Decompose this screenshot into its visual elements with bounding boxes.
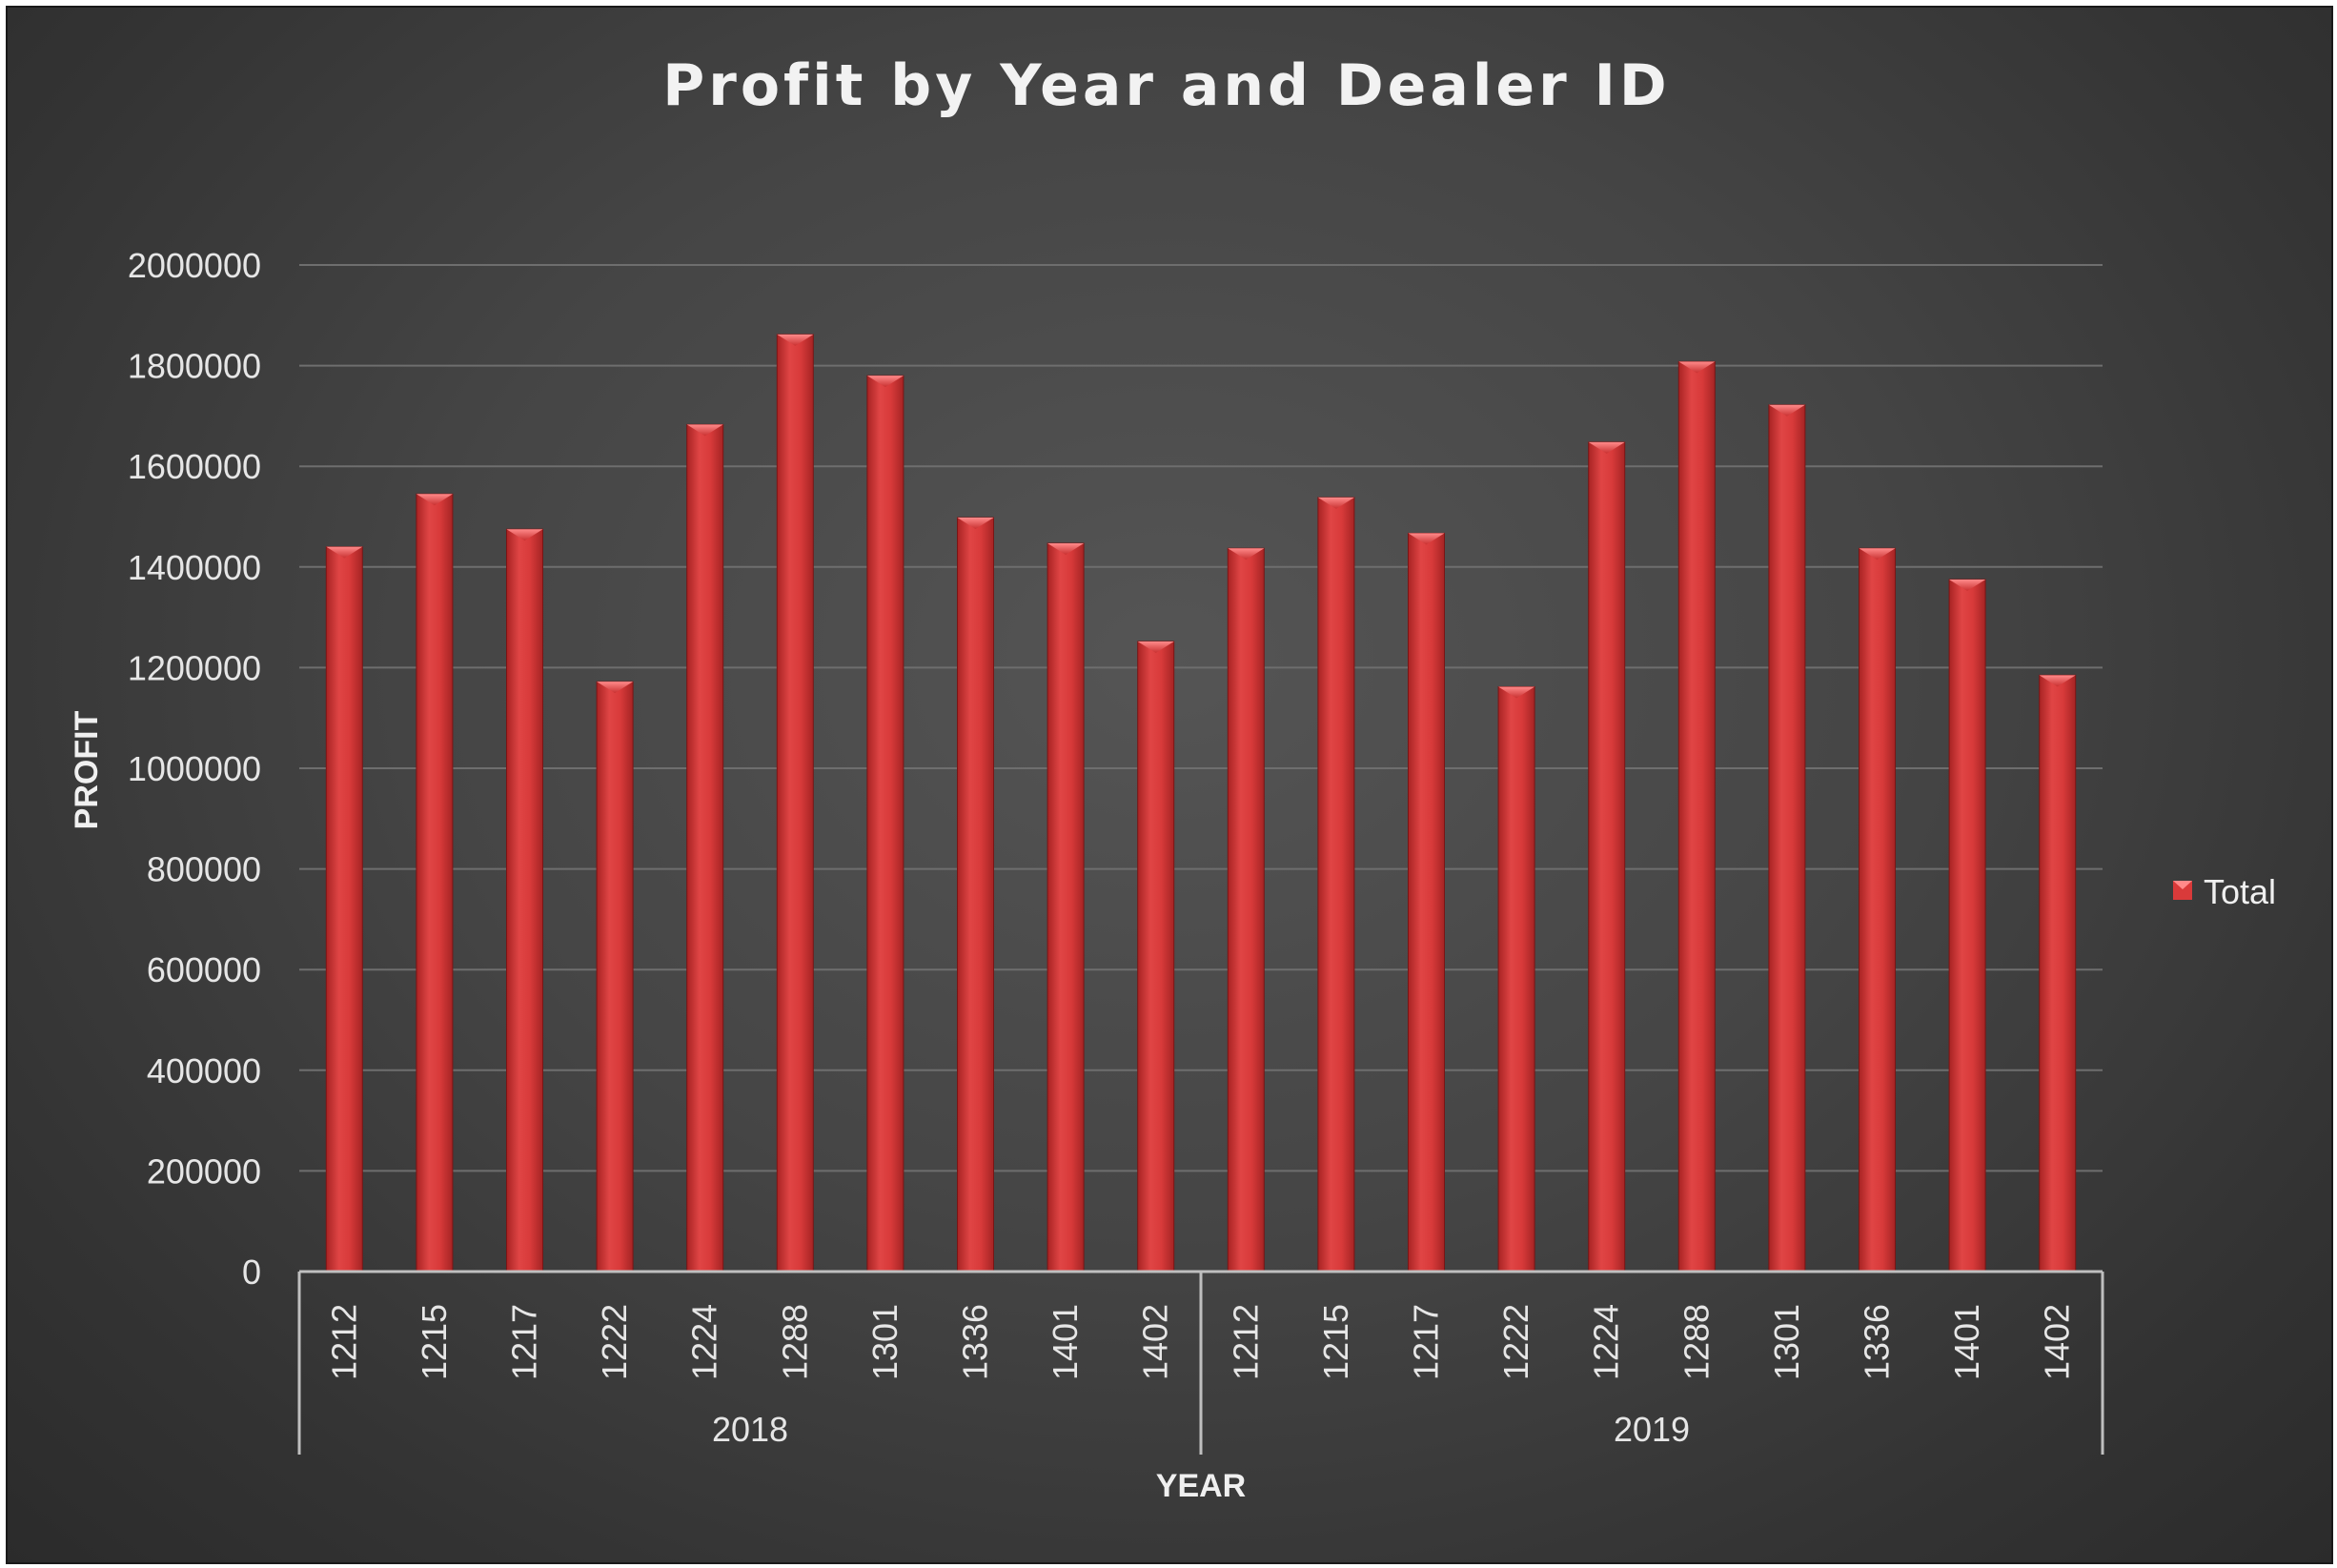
y-axis-title: PROFIT bbox=[69, 710, 105, 829]
x-category-label: 1336 bbox=[956, 1304, 995, 1380]
x-category-label: 1217 bbox=[1407, 1304, 1446, 1380]
x-category-label: 1336 bbox=[1858, 1304, 1897, 1380]
x-category-label: 1222 bbox=[595, 1304, 634, 1380]
bar bbox=[1497, 685, 1535, 1273]
bar bbox=[1677, 360, 1716, 1273]
y-tick-label: 1000000 bbox=[128, 749, 261, 788]
bar-cap bbox=[1859, 548, 1896, 560]
bar-cap bbox=[1047, 542, 1085, 555]
bar bbox=[1137, 641, 1175, 1273]
bar bbox=[416, 493, 454, 1273]
x-category-label: 1217 bbox=[505, 1304, 544, 1380]
x-category-label: 1224 bbox=[685, 1304, 724, 1380]
x-category-label: 1301 bbox=[865, 1304, 904, 1380]
x-category-label: 1215 bbox=[415, 1304, 454, 1380]
x-category-label: 1402 bbox=[1136, 1304, 1175, 1380]
chart-frame: Profit by Year and Dealer ID 0 200000 4000… bbox=[6, 6, 2333, 1564]
bar bbox=[957, 517, 994, 1273]
x-group-label: 2019 bbox=[1614, 1410, 1690, 1449]
x-category-label: 1222 bbox=[1496, 1304, 1535, 1380]
legend: Total bbox=[2173, 872, 2276, 911]
legend-swatch-total bbox=[2173, 881, 2192, 900]
chart-title: Profit by Year and Dealer ID bbox=[662, 52, 1670, 119]
bar bbox=[325, 546, 363, 1273]
bar bbox=[1948, 579, 1986, 1273]
legend-label-total: Total bbox=[2204, 872, 2276, 911]
bar bbox=[1768, 404, 1806, 1273]
bar bbox=[2039, 674, 2077, 1273]
y-axis-ticks: 0 200000 400000 600000 800000 1000000 1200000 1… bbox=[128, 246, 261, 1292]
bar bbox=[776, 334, 814, 1273]
bar-cap bbox=[1949, 580, 1986, 591]
x-category-label: 1402 bbox=[2038, 1304, 2077, 1380]
x-category-label: 1224 bbox=[1587, 1304, 1626, 1380]
x-category-label: 1301 bbox=[1767, 1304, 1806, 1380]
x-category-label: 1215 bbox=[1316, 1304, 1355, 1380]
bar-cap bbox=[686, 424, 723, 437]
bar-cap bbox=[1768, 404, 1805, 417]
bar bbox=[1047, 542, 1085, 1273]
x-category-label: 1401 bbox=[1046, 1304, 1085, 1380]
bar-cap bbox=[1678, 361, 1716, 374]
bar-cap bbox=[416, 494, 453, 506]
bar bbox=[1588, 441, 1626, 1273]
bar bbox=[866, 375, 904, 1273]
y-tick-label: 1800000 bbox=[128, 347, 261, 386]
chart-canvas: Profit by Year and Dealer ID 0 200000 4000… bbox=[69, 52, 2276, 1504]
bar-cap bbox=[1228, 548, 1265, 560]
bar bbox=[1408, 532, 1445, 1273]
y-tick-label: 1400000 bbox=[128, 548, 261, 587]
bar bbox=[596, 681, 634, 1273]
bar-cap bbox=[1317, 497, 1354, 509]
gridlines bbox=[299, 264, 2103, 1172]
bar bbox=[1227, 547, 1265, 1273]
bar bbox=[1317, 497, 1355, 1273]
bar-cap bbox=[1137, 641, 1174, 653]
bar bbox=[1859, 547, 1896, 1273]
y-tick-label: 400000 bbox=[147, 1051, 261, 1090]
x-category-label: 1212 bbox=[1226, 1304, 1265, 1380]
bar-cap bbox=[506, 529, 543, 541]
x-category-label: 1401 bbox=[1947, 1304, 1986, 1380]
x-axis: 1212 1215 1217 1222 1224 1288 1301 1336 1401 1402… bbox=[297, 1270, 2104, 1455]
bar-cap bbox=[777, 334, 814, 346]
y-tick-label: 0 bbox=[242, 1252, 261, 1292]
bar-cap bbox=[1498, 686, 1535, 699]
x-category-label: 1288 bbox=[775, 1304, 814, 1380]
y-tick-label: 2000000 bbox=[128, 246, 261, 285]
x-category-label: 1288 bbox=[1677, 1304, 1716, 1380]
bar bbox=[686, 423, 724, 1273]
legend-swatch-cap bbox=[2173, 881, 2192, 889]
x-group-label: 2018 bbox=[712, 1410, 788, 1449]
bar bbox=[506, 528, 543, 1273]
bar-series-total bbox=[325, 334, 2077, 1273]
bar-cap bbox=[597, 682, 634, 694]
y-tick-label: 600000 bbox=[147, 950, 261, 989]
bar-cap bbox=[866, 376, 904, 388]
bar-cap bbox=[1408, 533, 1445, 545]
bar-cap bbox=[326, 546, 363, 559]
y-tick-label: 200000 bbox=[147, 1151, 261, 1191]
x-category-label: 1212 bbox=[324, 1304, 363, 1380]
bar-cap bbox=[957, 518, 994, 530]
y-tick-label: 800000 bbox=[147, 850, 261, 889]
bar-cap bbox=[2039, 675, 2076, 687]
y-tick-label: 1600000 bbox=[128, 447, 261, 486]
y-tick-label: 1200000 bbox=[128, 648, 261, 687]
x-axis-title: YEAR bbox=[1156, 1468, 1246, 1504]
bar-cap bbox=[1588, 441, 1625, 454]
